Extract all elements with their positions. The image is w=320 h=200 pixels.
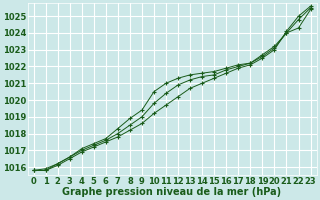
X-axis label: Graphe pression niveau de la mer (hPa): Graphe pression niveau de la mer (hPa) bbox=[62, 187, 282, 197]
